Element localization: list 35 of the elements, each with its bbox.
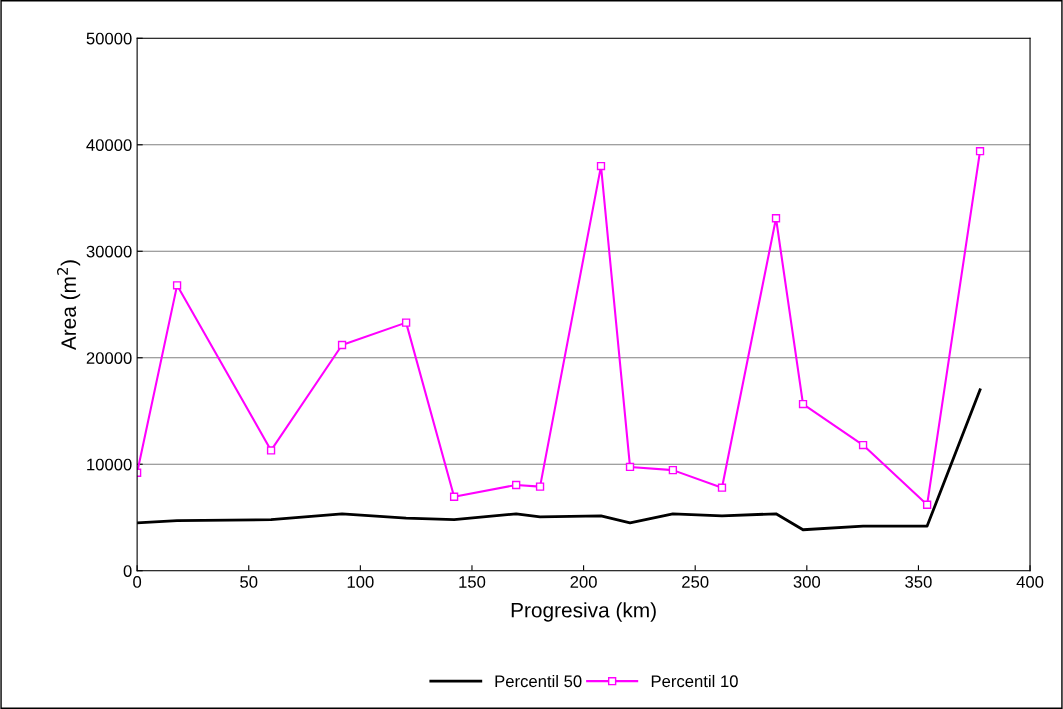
point <box>798 399 808 409</box>
y-axis-title: Area (m$^{2}$) <box>57 260 81 351</box>
x-tick-label: 350 <box>905 576 932 588</box>
legend-label: Percentil 50 <box>495 674 582 688</box>
x-axis-title: Progresiva (km) <box>511 602 656 622</box>
point <box>625 462 635 472</box>
point <box>858 440 868 450</box>
x-tick-label: 300 <box>793 576 821 588</box>
y-tick-label: 40000 <box>86 139 132 151</box>
point <box>975 146 985 156</box>
legend-label: Percentil 10 <box>651 674 738 688</box>
point <box>512 480 521 490</box>
y-tick-label: 20000 <box>86 352 132 364</box>
y-tick-label: 10000 <box>87 458 132 471</box>
point <box>922 500 932 509</box>
point <box>596 161 606 171</box>
point <box>717 483 727 492</box>
point <box>172 281 182 290</box>
x-tick-label: 100 <box>347 576 374 588</box>
point <box>337 340 347 350</box>
x-tick-label: 150 <box>459 576 486 588</box>
x-tick-label: 0 <box>133 576 142 588</box>
point <box>266 446 276 455</box>
x-tick-label: 50 <box>240 576 258 588</box>
point <box>535 482 545 491</box>
y-tick-label: 50000 <box>86 32 132 45</box>
point <box>668 465 678 475</box>
x-tick-label: 200 <box>570 576 597 588</box>
point <box>449 492 459 501</box>
y-tick-label: 0 <box>123 565 132 577</box>
x-tick-label: 250 <box>682 576 709 588</box>
x-tick-label: 400 <box>1016 576 1044 588</box>
point <box>771 214 781 223</box>
point <box>401 318 411 327</box>
y-tick-label: 30000 <box>86 245 132 258</box>
